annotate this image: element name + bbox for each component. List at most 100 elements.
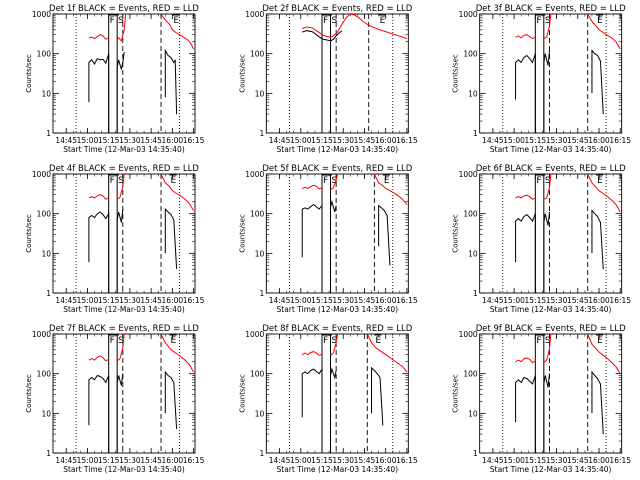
x-axis-label: Start Time (12-Mar-03 14:35:40) [277, 305, 399, 314]
lld-series-line [543, 14, 552, 40]
y-tick-label: 10 [255, 89, 265, 98]
lld-series-line [515, 34, 536, 40]
chart-panel: Det 3f BLACK = Events, RED = LLD 1 10 100 10… [452, 4, 632, 154]
y-tick-label: 10 [41, 249, 51, 258]
y-tick-label: 1000 [459, 170, 478, 179]
chart-panel: Det 2f BLACK = Events, RED = LLD 1 10 100 10… [238, 4, 418, 154]
x-tick-label: 16:15 [183, 296, 205, 305]
x-tick-label: 15:15 [525, 136, 547, 145]
x-tick-label: 16:15 [396, 136, 418, 145]
x-tick-label: 15:15 [311, 296, 333, 305]
y-axis-label: Counts/sec [25, 214, 33, 253]
x-axis-label: Start Time (12-Mar-03 14:35:40) [490, 145, 612, 154]
y-tick-label: 10 [255, 409, 265, 418]
x-tick-label: 15:00 [290, 456, 312, 465]
y-tick-label: 100 [250, 50, 265, 59]
x-axis-label: Start Time (12-Mar-03 14:35:40) [63, 465, 185, 474]
region-marker-label: S [545, 176, 551, 186]
lld-series-line [302, 184, 323, 190]
x-tick-label: 15:45 [140, 296, 162, 305]
lld-series-line [366, 334, 408, 373]
x-tick-label: 15:30 [546, 136, 568, 145]
y-tick-label: 1000 [32, 330, 51, 339]
region-marker-label: F [536, 336, 541, 346]
y-tick-label: 10 [41, 89, 51, 98]
x-axis-label: Start Time (12-Mar-03 14:35:40) [490, 305, 612, 314]
chart-title: Det 5f BLACK = Events, RED = LLD [262, 164, 412, 174]
y-axis-label: Counts/sec [25, 54, 33, 93]
x-tick-label: 15:45 [567, 136, 589, 145]
region-marker-label: E [171, 176, 177, 186]
region-marker-label: E [384, 176, 390, 186]
region-marker-label: S [331, 16, 337, 26]
x-tick-label: 16:00 [375, 136, 397, 145]
x-tick-label: 15:00 [77, 296, 99, 305]
x-tick-label: 15:30 [119, 296, 141, 305]
y-tick-label: 10 [468, 409, 478, 418]
x-tick-label: 15:00 [503, 456, 525, 465]
events-series-line [591, 49, 604, 115]
x-tick-label: 16:15 [183, 136, 205, 145]
chart-title: Det 1f BLACK = Events, RED = LLD [49, 4, 199, 14]
x-tick-label: 16:00 [588, 456, 610, 465]
region-marker-label: E [173, 16, 179, 26]
region-marker-label: F [323, 16, 328, 26]
x-tick-label: 14:45 [269, 136, 291, 145]
y-tick-label: 10 [468, 89, 478, 98]
x-tick-label: 16:15 [609, 296, 631, 305]
events-series-line [371, 366, 384, 426]
lld-series-line [543, 334, 552, 363]
x-tick-label: 14:45 [482, 296, 504, 305]
events-series-line [302, 30, 343, 42]
x-tick-label: 15:45 [354, 456, 376, 465]
region-marker-label: S [118, 176, 124, 186]
lld-series-line [515, 357, 536, 364]
x-tick-label: 15:15 [525, 456, 547, 465]
x-tick-label: 15:00 [290, 296, 312, 305]
region-marker-label: S [545, 16, 551, 26]
lld-series-line [88, 194, 109, 200]
x-tick-label: 15:45 [354, 136, 376, 145]
region-marker-label: F [536, 16, 541, 26]
chart-title: Det 7f BLACK = Events, RED = LLD [49, 324, 199, 334]
events-series-line [164, 48, 178, 115]
events-series-line [515, 50, 550, 133]
x-tick-label: 14:45 [55, 456, 77, 465]
y-axis-label: Counts/sec [452, 374, 460, 413]
y-tick-label: 100 [37, 50, 52, 59]
y-tick-label: 100 [37, 210, 52, 219]
events-series-line [88, 209, 124, 293]
plot-frame [265, 333, 409, 454]
x-tick-label: 15:15 [311, 456, 333, 465]
chart-panel: Det 6f BLACK = Events, RED = LLD 1 10 100 10… [452, 164, 632, 314]
y-tick-label: 100 [463, 210, 478, 219]
y-axis-label: Counts/sec [452, 54, 460, 93]
y-tick-label: 1000 [245, 10, 264, 19]
x-tick-label: 15:00 [503, 296, 525, 305]
region-marker-label: S [118, 16, 124, 26]
region-marker-label: F [110, 336, 115, 346]
x-tick-label: 14:45 [482, 136, 504, 145]
region-marker-label: E [380, 16, 386, 26]
plot-frame [479, 13, 623, 134]
y-tick-label: 1 [473, 449, 478, 458]
x-tick-label: 16:00 [162, 296, 184, 305]
x-tick-label: 15:00 [503, 136, 525, 145]
x-tick-label: 15:45 [354, 296, 376, 305]
chart-panel: Det 8f BLACK = Events, RED = LLD 1 10 100 10… [238, 324, 418, 474]
lld-series-line [160, 174, 195, 211]
x-tick-label: 15:45 [140, 136, 162, 145]
x-tick-label: 16:00 [588, 296, 610, 305]
events-series-line [301, 199, 337, 293]
x-tick-label: 16:00 [375, 456, 397, 465]
chart-title: Det 3f BLACK = Events, RED = LLD [476, 4, 626, 14]
x-tick-label: 15:00 [77, 136, 99, 145]
x-tick-label: 15:30 [332, 456, 354, 465]
x-tick-label: 15:30 [332, 296, 354, 305]
y-tick-label: 1 [260, 289, 265, 298]
x-tick-label: 15:15 [98, 296, 120, 305]
lld-series-line [543, 174, 552, 200]
y-tick-label: 100 [250, 210, 265, 219]
y-axis-label: Counts/sec [238, 214, 246, 253]
events-series-line [591, 209, 604, 270]
